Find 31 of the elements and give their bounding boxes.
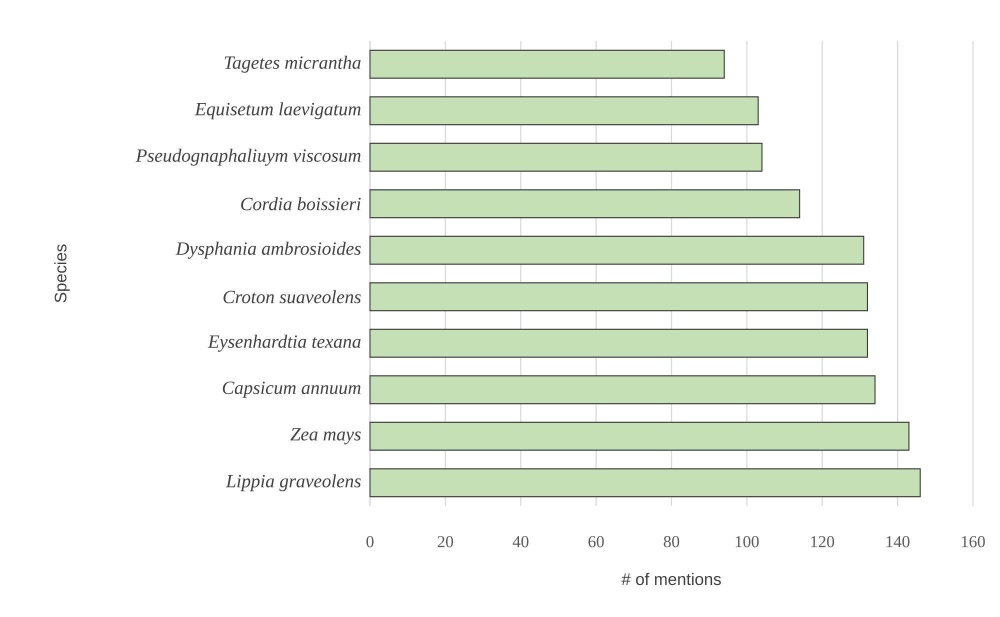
bar: [369, 328, 868, 358]
y-tick-label: Equisetum laevigatum: [194, 102, 361, 120]
y-tick-label: Eysenhardtia texana: [208, 334, 361, 352]
bar: [369, 96, 759, 126]
x-tick-label: 120: [811, 536, 834, 548]
x-tick-label: 80: [664, 536, 680, 548]
x-tick-label: 20: [438, 536, 454, 548]
bar: [369, 142, 762, 172]
bar: [369, 189, 800, 218]
x-tick-label: 60: [588, 536, 604, 548]
bar: [369, 50, 725, 79]
bar: [369, 282, 868, 312]
x-axis-title: # of mentions: [622, 572, 721, 586]
x-tick-label: 100: [736, 536, 759, 548]
y-tick-label: Dysphania ambrosioides: [176, 242, 361, 259]
y-tick-label: Capsicum annuum: [222, 382, 360, 398]
y-tick-label: Cordia boissieri: [241, 197, 361, 210]
bar: [369, 422, 910, 451]
y-tick-label: Croton suaveolens: [224, 290, 361, 304]
y-tick-label: Pseudognaphaliuym viscosum: [136, 148, 361, 166]
x-tick-label: 40: [512, 536, 528, 548]
bar: [369, 236, 864, 265]
x-tick-label: 160: [962, 536, 985, 548]
y-tick-label: Zea mays: [290, 428, 361, 444]
x-tick-label: 140: [886, 536, 910, 548]
y-tick-label: Tagetes micrantha: [224, 56, 361, 73]
x-tick-label: 0: [366, 536, 374, 548]
bar: [369, 375, 876, 404]
y-axis-title: Species: [54, 244, 70, 302]
y-tick-label: Lippia graveolens: [226, 474, 361, 492]
bar: [369, 468, 921, 498]
